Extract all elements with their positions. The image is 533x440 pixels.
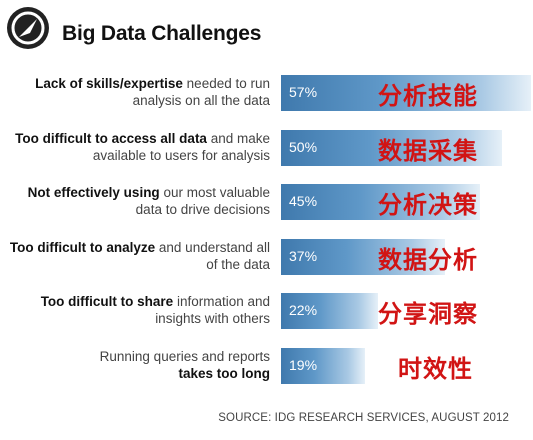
- category-label-bold: takes too long: [178, 365, 270, 381]
- bar: [281, 238, 445, 275]
- bar: [281, 184, 480, 220]
- value-label: 37%: [289, 247, 318, 264]
- category-label-bold: Lack of skills/expertise: [35, 76, 183, 91]
- chart-title: Big Data Challenges: [62, 22, 262, 45]
- bar-row: Too difficult to analyze and understand …: [0, 237, 533, 283]
- bar-row: Running queries and reports takes too lo…: [0, 346, 533, 392]
- category-label: Too difficult to access all data and mak…: [8, 130, 270, 164]
- chinese-annotation: 分享洞察: [378, 300, 478, 328]
- category-label-bold: Not effectively using: [27, 185, 160, 200]
- category-label-bold: Too difficult to access all data: [15, 130, 207, 146]
- bar-row: Too difficult to access all data and mak…: [0, 128, 533, 174]
- chinese-annotation: 分析决策: [378, 191, 478, 219]
- compass-logo-icon: [7, 7, 49, 49]
- category-label: Lack of skills/expertise needed to run a…: [8, 75, 270, 109]
- bar: [281, 293, 379, 329]
- chinese-annotation: 数据分析: [378, 245, 478, 274]
- bar-row: Lack of skills/expertise needed to run a…: [0, 73, 533, 119]
- value-label: 45%: [289, 193, 318, 209]
- source-note: SOURCE: IDG RESEARCH SERVICES, AUGUST 20…: [218, 412, 509, 424]
- category-label: Running queries and reports takes too lo…: [8, 348, 270, 382]
- bar: [281, 347, 365, 384]
- bar: [281, 129, 503, 166]
- category-label-text: Running queries and reports: [99, 348, 270, 364]
- category-label: Too difficult to share information and i…: [8, 293, 270, 327]
- value-label: 50%: [289, 138, 318, 155]
- category-label: Too difficult to analyze and understand …: [8, 239, 270, 273]
- value-label: 57%: [289, 84, 318, 100]
- chinese-annotation: 分析技能: [378, 82, 478, 110]
- category-label-text: and understand all of the data: [155, 239, 270, 272]
- category-label-bold: Too difficult to analyze: [9, 239, 156, 255]
- category-label: Not effectively using our most valuable …: [8, 184, 270, 218]
- chinese-annotation: 时效性: [398, 354, 473, 383]
- chinese-annotation: 数据采集: [378, 136, 478, 165]
- category-label-bold: Too difficult to share: [40, 294, 174, 309]
- category-label-text: information and insights with others: [155, 294, 270, 326]
- value-label: 22%: [289, 302, 318, 318]
- bar-row: Too difficult to share information and i…: [0, 291, 533, 337]
- category-label-text: needed to run analysis on all the data: [132, 76, 270, 108]
- value-label: 19%: [289, 356, 318, 373]
- bar-row: Not effectively using our most valuable …: [0, 182, 533, 228]
- category-label-text: and make available to users for analysis: [92, 130, 270, 163]
- bar: [281, 75, 531, 111]
- category-label-text: our most valuable data to drive decision…: [135, 185, 270, 217]
